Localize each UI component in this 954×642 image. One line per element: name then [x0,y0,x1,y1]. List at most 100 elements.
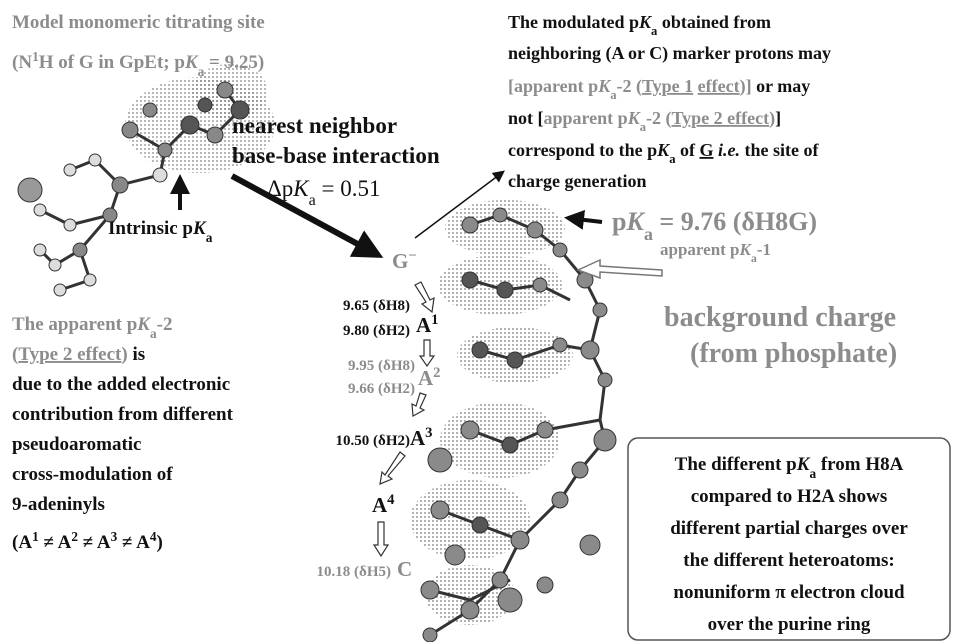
text-run: of [675,140,699,160]
residue-label: C [397,557,412,581]
text-run: a [644,224,653,244]
text-run: A [418,366,434,390]
paragraph-line: not [apparent pKa-2 (Type 2 effect)] [508,108,781,134]
residue-label: A2 [418,365,441,390]
text-run: Intrinsic p [108,218,193,239]
text-run: The modulated p [508,12,639,32]
text-run: = 9.76 (δH8G) [653,207,817,236]
paragraph-line: (Type 2 effect) is [12,344,145,365]
text-run: 4 [387,492,395,508]
text-run: ] [775,108,781,128]
shift-label: 10.50 (δH2) [336,433,410,449]
text-run: 3 [425,425,432,441]
text-run: from H8A [816,454,904,475]
text-run: Δp [267,176,293,201]
text-run: Type 2 effect [18,344,122,365]
text-run: )] [740,76,752,97]
text-run: The different p [675,454,797,475]
text-run: the site of [740,140,819,160]
text-run: -2 ( [646,108,672,129]
box-line: different partial charges over [670,518,908,539]
paragraph-line: neighboring (A or C) marker protons may [508,43,831,64]
text-run: i.e. [718,140,740,160]
text-run: not [ [508,108,544,128]
text-run: Type 2 effect [672,108,770,128]
paragraph-line: due to the added electronic [12,374,230,395]
text-run: H of G in GpEt; p [39,52,185,73]
paragraph-line: cross-modulation of [12,464,173,485]
shift-label: 9.95 (δH8) [348,358,415,374]
text-run: 1 [32,529,39,544]
text-run: correspond to the p [508,140,657,160]
shift-label: 9.80 (δH2) [343,323,410,339]
text-run: or may [752,76,811,96]
background-line: background charge [664,302,896,333]
interaction-line: base-base interaction [232,143,440,168]
pka-arrow [568,218,602,222]
text-run: -2 ( [617,76,643,97]
modulated-paragraph: The modulated pKa obtained from neighbor… [508,12,831,191]
model-title: Model monomeric titrating site [12,12,265,33]
text-run: ≠ A [117,532,150,553]
box-line: the different heteroatoms: [683,550,894,571]
residue-label: A1 [416,312,439,337]
text-run: (A [12,532,32,553]
shift-label: 10.18 (δH5) [317,564,391,580]
text-run: a [206,230,213,245]
text-run: ) [157,532,163,553]
text-run: The apparent p [12,314,137,335]
text-run: A [410,426,426,450]
box-line: compared to H2A shows [691,486,888,507]
figure: Model monomeric titrating site (N1H of G… [0,0,954,642]
paragraph-line: [apparent pKa-2 (Type 1 effect)] or may [508,76,810,102]
text-run: Type 1 [642,76,693,96]
background-line: (from phosphate) [690,338,897,369]
paragraph-line: The apparent pKa-2 [12,314,172,341]
text-run: (N [12,52,32,73]
paragraph-line: 9-adeninyls [12,494,105,515]
text-run: − [408,248,416,264]
box-line: nonuniform π electron cloud [673,582,905,603]
text-run: [apparent p [508,76,598,96]
text-run: apparent p [544,108,628,128]
text-run: G [699,140,713,160]
text-run: is [128,344,145,365]
paragraph-line: correspond to the pKa of G i.e. the site… [508,140,819,166]
text-run: K [625,207,645,236]
shift-label: 9.66 (δH2) [348,381,415,397]
text-run: G [392,249,408,273]
apparent1-value: pKa = 9.76 (δH8G) [612,207,817,244]
text-run: apparent p [660,240,740,259]
text-run: ≠ A [78,532,111,553]
text-run: A [372,493,388,517]
text-run: 1 [32,49,39,64]
residue-label: A4 [372,492,395,517]
paragraph-line: charge generation [508,171,646,191]
text-run: effect [698,76,740,96]
text-run: A [416,313,432,337]
shift-label: 9.65 (δH8) [343,298,410,314]
paragraph-line: contribution from different [12,404,234,425]
apparent2-paragraph: The apparent pKa-2 (Type 2 effect) is du… [12,314,234,553]
residue-label: G− [392,248,417,273]
text-run: p [612,207,626,236]
background-arrow [578,260,662,278]
text-run: ≠ A [39,532,72,553]
text-run: a [309,192,316,209]
text-run: -2 [157,314,173,335]
text-run: obtained from [657,12,771,32]
text-run: -1 [757,240,771,259]
apparent1-label: apparent pKa-1 [660,240,771,265]
interaction-line: nearest neighbor [232,113,397,138]
text-run: 2 [433,365,440,381]
text-run: = 9.25) [204,52,264,73]
box-line: over the purine ring [708,614,871,635]
text-run: 1 [431,312,438,328]
residue-label: A3 [410,425,433,450]
paragraph-line: pseudoaromatic [12,434,141,455]
paragraph-line: The modulated pKa obtained from [508,12,771,38]
text-run: = 0.51 [316,176,381,201]
paragraph-line: (A1 ≠ A2 ≠ A3 ≠ A4) [12,529,163,554]
intrinsic-label: Intrinsic pKa [108,218,213,245]
text-run: K [292,176,310,201]
